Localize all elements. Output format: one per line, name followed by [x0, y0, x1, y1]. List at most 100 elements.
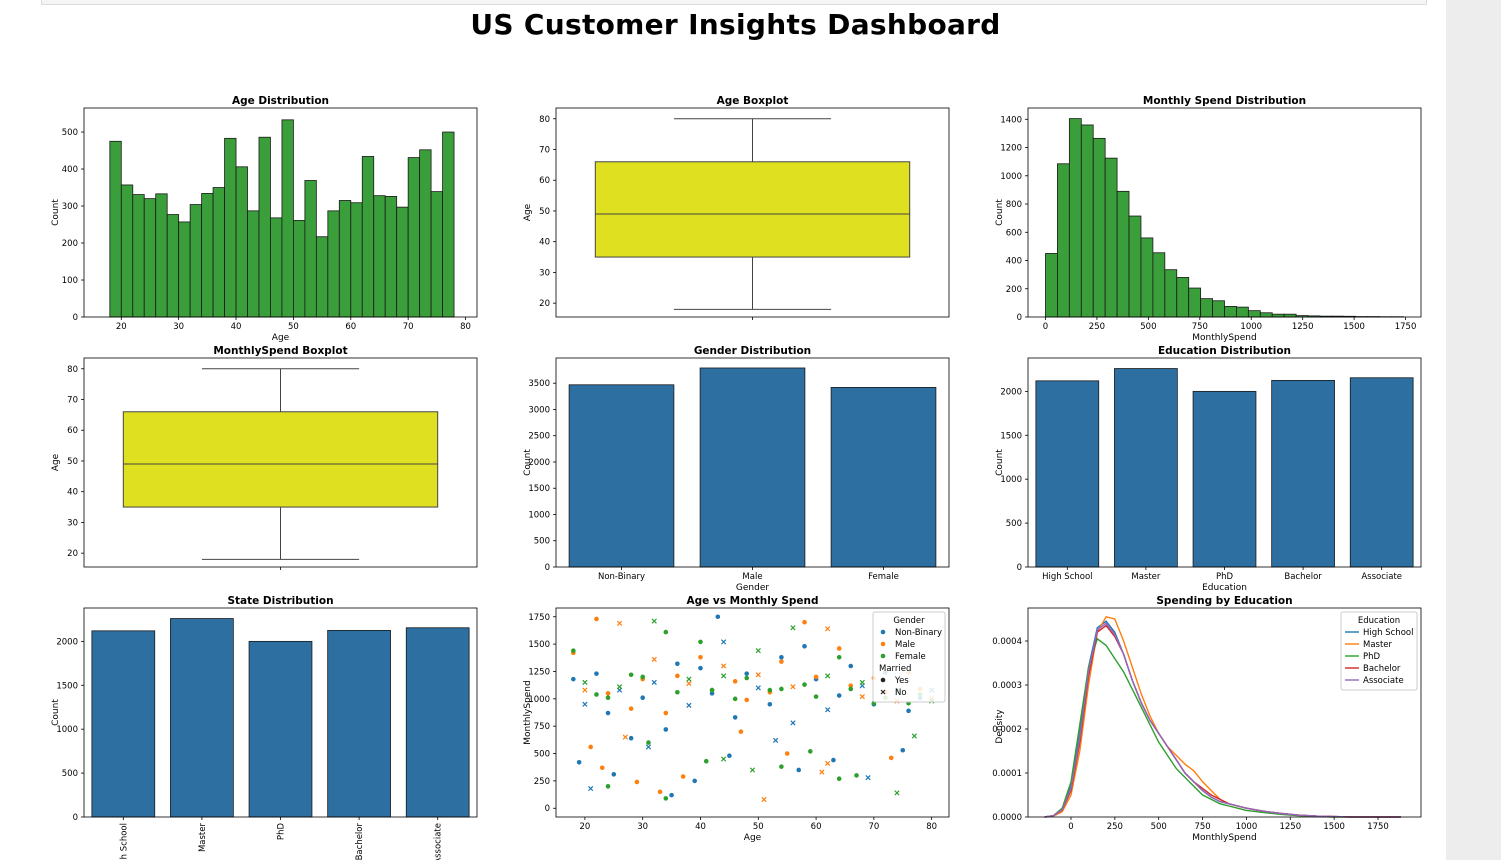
histogram-bar [304, 180, 317, 318]
y-tick-label: 3000 [528, 405, 550, 415]
scatter-point-non-binary [772, 737, 779, 744]
y-tick-label: 600 [1006, 228, 1022, 238]
histogram-bar [235, 166, 248, 318]
bar [1035, 380, 1100, 568]
scatter-point-non-binary [571, 676, 576, 682]
legend-marker [880, 689, 886, 695]
scatter-point-male [819, 769, 825, 775]
scatter-point-male [599, 765, 605, 771]
scatter-point-female [651, 618, 657, 624]
scatter-point-female [767, 687, 773, 693]
scatter-point-female [640, 674, 645, 680]
y-tick-label: 200 [1006, 285, 1022, 295]
scatter-point-male [825, 626, 831, 632]
legend-label: Associate [1363, 676, 1404, 686]
legend-label: High School [1363, 628, 1413, 638]
legend-marker [880, 641, 886, 647]
histogram-bar [1176, 277, 1190, 318]
y-tick-label: 0 [1017, 313, 1022, 323]
x-tick-label: Male [742, 572, 762, 582]
y-tick-label: 20 [539, 299, 550, 309]
scatter-point-male [634, 779, 640, 785]
y-tick-label: 2000 [56, 637, 78, 647]
legend-marker [880, 677, 886, 683]
scatter-point-female [616, 684, 623, 690]
histogram-bar [396, 206, 409, 318]
y-tick-label: 1500 [1000, 431, 1022, 441]
scatter-point-male [836, 646, 842, 651]
chart-title: Age vs Monthly Spend [686, 595, 818, 607]
scatter-point-male [813, 674, 819, 680]
x-tick-label: 1000 [1236, 822, 1258, 832]
scatter-point-female [744, 675, 750, 681]
bar [568, 384, 675, 568]
y-axis-label: Count [51, 699, 61, 726]
histogram-bar [212, 187, 225, 318]
y-tick-label: 0.0000 [992, 813, 1022, 823]
scatter-point-female [755, 648, 761, 654]
histogram-bar [201, 193, 214, 318]
scatter-point-non-binary [715, 614, 721, 620]
bar [170, 618, 234, 818]
histogram-bar [166, 214, 180, 318]
y-tick-label: 1500 [528, 640, 550, 650]
legend-marker [880, 629, 886, 635]
scatter-point-female [825, 673, 831, 679]
y-tick-label: 50 [539, 207, 550, 217]
y-tick-label: 2500 [528, 432, 550, 442]
scatter-point-female [720, 673, 727, 679]
y-tick-label: 30 [67, 518, 78, 528]
y-axis-label: MonthlySpend [523, 680, 533, 744]
scatter-point-female [663, 629, 669, 635]
chart-panel-9: Spending by Education Density 0.0000 0.0001… [992, 595, 1422, 843]
histogram-bar [109, 140, 122, 318]
x-axis-label: MonthlySpend [1192, 833, 1256, 843]
histogram-bar [327, 210, 340, 318]
histogram-bar [384, 196, 398, 318]
scatter-point-female [894, 790, 900, 796]
scatter-point-male [588, 744, 593, 750]
scatter-point-female [698, 639, 703, 645]
scatter-point-female [779, 764, 784, 769]
chart-panel-2: Age Boxplot Age 20 30 40 50 60 70 80 [523, 95, 950, 320]
scatter-point-male [605, 691, 611, 696]
y-tick-label: 500 [1006, 519, 1022, 529]
scatter-point-non-binary [825, 707, 831, 713]
histogram-bar [1116, 190, 1130, 318]
bar [1349, 377, 1414, 568]
histogram-bar [315, 236, 329, 318]
y-tick-label: 0.0002 [992, 725, 1022, 735]
chart-title: Age Distribution [232, 95, 329, 107]
y-tick-label: 0 [73, 813, 78, 823]
scatter-point-female [605, 695, 611, 701]
x-tick-label: 20 [116, 322, 127, 332]
scatter-point-female [790, 625, 796, 631]
legend-box [1340, 611, 1418, 691]
y-tick-label: 80 [67, 365, 78, 375]
legend-title: Gender [893, 616, 925, 626]
x-tick-label: 30 [637, 822, 648, 832]
vertical-scrollbar[interactable] [1446, 0, 1501, 860]
histogram-bar [281, 119, 294, 318]
legend-label: No [895, 688, 907, 698]
histogram-bar [155, 193, 168, 318]
scatter-point-female [732, 696, 738, 702]
scatter-point-non-binary [640, 695, 645, 701]
top-toolbar-strip [41, 0, 1427, 5]
x-tick-label: 250 [1089, 322, 1105, 332]
scatter-point-non-binary [576, 759, 582, 765]
scatter-point-male [657, 789, 663, 795]
x-tick-label: 70 [868, 822, 879, 832]
scatter-point-male [663, 710, 669, 716]
legend-label: Bachelor [1363, 664, 1401, 674]
scatter-point-male [761, 796, 767, 803]
scatter-point-non-binary [906, 708, 911, 714]
scatter-point-non-binary [651, 679, 657, 686]
x-tick-label: 0 [1043, 322, 1048, 332]
scatter-point-male [790, 684, 796, 690]
y-tick-label: 0.0003 [992, 681, 1022, 691]
chart-title: Gender Distribution [694, 345, 811, 357]
legend-title: Education [1358, 616, 1400, 626]
histogram-bar [442, 131, 455, 318]
chart-title: Spending by Education [1156, 595, 1292, 607]
